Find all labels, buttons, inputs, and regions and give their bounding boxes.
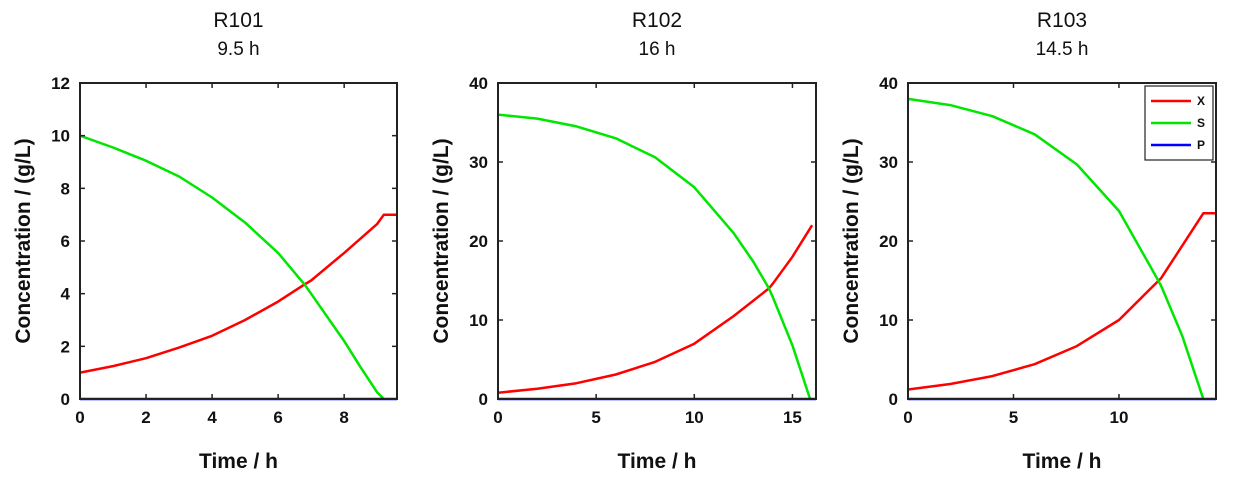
x-axis-label: Time / h <box>618 450 697 473</box>
chart-title: R101 <box>213 9 263 32</box>
series-line-s <box>498 113 812 400</box>
legend-label-x: X <box>1197 94 1205 108</box>
x-tick-label: 2 <box>141 408 150 427</box>
legend-label-s: S <box>1197 116 1205 130</box>
legend-label-p: P <box>1197 138 1205 152</box>
x-tick-label: 0 <box>493 408 502 427</box>
x-tick-label: 5 <box>591 408 600 427</box>
y-tick-label: 20 <box>469 232 488 251</box>
chart-subtitle: 16 h <box>639 39 676 60</box>
x-tick-label: 10 <box>685 408 704 427</box>
x-tick-label: 6 <box>273 408 282 427</box>
y-tick-label: 0 <box>61 390 70 409</box>
x-tick-label: 4 <box>207 408 217 427</box>
x-tick-label: 5 <box>1009 408 1018 427</box>
x-tick-label: 10 <box>1109 408 1128 427</box>
y-tick-label: 30 <box>879 153 898 172</box>
chart-title: R103 <box>1037 9 1087 32</box>
y-axis-label: Concentration / (g/L) <box>430 138 453 343</box>
series-line-s <box>80 134 385 400</box>
plot-frame <box>497 82 817 400</box>
chart-panel-3: R103 14.5 h 0 5 10 0 10 20 30 40 Time / h Concentra… <box>840 9 1217 473</box>
y-tick-label: 0 <box>889 390 898 409</box>
y-tick-label: 30 <box>469 153 488 172</box>
y-tick-label: 0 <box>479 390 488 409</box>
x-tick-label: 8 <box>339 408 348 427</box>
y-tick-label: 8 <box>61 179 70 198</box>
series-line-x <box>908 212 1216 391</box>
x-tick-label: 0 <box>75 408 84 427</box>
x-tick-label: 15 <box>783 408 802 427</box>
series-line-x <box>498 224 814 394</box>
y-tick-label: 12 <box>51 74 70 93</box>
x-axis-label: Time / h <box>1023 450 1102 473</box>
chart-title: R102 <box>632 9 682 32</box>
x-axis-label: Time / h <box>199 450 278 473</box>
y-tick-label: 20 <box>879 232 898 251</box>
y-axis-label: Concentration / (g/L) <box>12 138 35 343</box>
y-tick-label: 40 <box>469 74 488 93</box>
legend: XSP <box>1144 85 1214 161</box>
chart-panel-2: R102 16 h 0 5 10 15 0 10 20 30 40 Time / h Concentra… <box>430 9 817 473</box>
x-tick-label: 0 <box>903 408 912 427</box>
y-tick-label: 2 <box>61 337 70 356</box>
y-tick-label: 10 <box>879 311 898 330</box>
y-tick-label: 40 <box>879 74 898 93</box>
y-tick-label: 4 <box>61 285 71 304</box>
y-axis-label: Concentration / (g/L) <box>840 138 863 343</box>
series-line-s <box>908 97 1205 400</box>
y-tick-label: 10 <box>469 311 488 330</box>
y-tick-label: 6 <box>61 232 70 251</box>
chart-subtitle: 9.5 h <box>217 39 259 60</box>
chart-panel-1: R101 9.5 h 0 2 4 6 8 0 2 4 6 8 10 12 Time / h Concentra… <box>12 9 398 473</box>
y-tick-label: 10 <box>51 127 70 146</box>
chart-subtitle: 14.5 h <box>1036 39 1089 60</box>
series-line-x <box>80 213 397 374</box>
